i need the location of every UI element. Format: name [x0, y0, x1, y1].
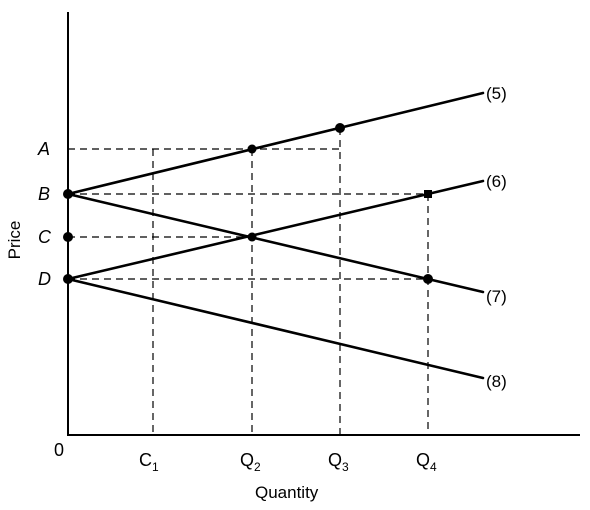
x-axis-title: Quantity [255, 483, 319, 502]
point-D-axis [63, 274, 73, 284]
quantity-label-C1: C1 [139, 450, 159, 474]
curve-5 [66, 91, 485, 196]
point-Q2-C [247, 232, 257, 242]
curve-7-label: (7) [486, 287, 507, 306]
point-Q4-B [424, 190, 432, 198]
point-Q3-curve5 [335, 123, 345, 133]
point-Q2-A [247, 144, 257, 154]
price-label-D: D [38, 269, 51, 289]
price-label-B: B [38, 184, 50, 204]
guide-lines [68, 128, 429, 435]
point-C-axis [63, 232, 73, 242]
point-Q4-D [423, 274, 433, 284]
point-B-axis [63, 189, 73, 199]
curve-7 [66, 192, 485, 294]
price-label-C: C [38, 227, 52, 247]
curve-8-label: (8) [486, 372, 507, 391]
curve-8 [66, 277, 485, 380]
curve-6 [66, 179, 485, 281]
origin-label: 0 [54, 440, 64, 460]
curve-6-label: (6) [486, 172, 507, 191]
y-axis-title: Price [5, 221, 24, 260]
quantity-label-Q4: Q4 [416, 450, 437, 474]
quantity-label-Q3: Q3 [328, 450, 349, 474]
price-label-A: A [37, 139, 50, 159]
quantity-label-Q2: Q2 [240, 450, 261, 474]
curve-5-label: (5) [486, 84, 507, 103]
